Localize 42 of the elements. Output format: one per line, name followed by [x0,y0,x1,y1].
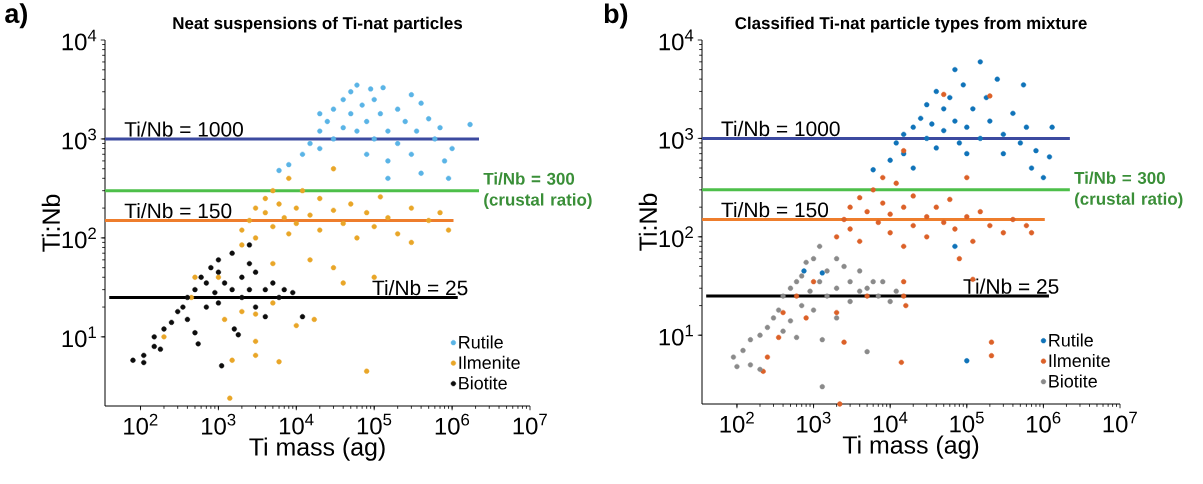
x-tick-label: 10$^{3}$ [797,411,831,433]
y-tick-label: 10$^{1}$ [659,324,693,346]
x-tick-label: 10$^{3}$ [202,413,236,435]
ref-line-label: Ti/Nb = 150 [124,202,232,219]
y-tick-label: 10$^{4}$ [62,29,97,51]
chart-title: Classified Ti-nat particle types from mixture [735,16,1087,33]
text: b) [604,3,628,29]
y-tick-label: 10$^{2}$ [659,226,693,248]
x-tick-label: 10$^{6}$ [1027,411,1061,433]
x-axis-title: Ti mass (ag) [842,435,979,459]
x-tick-label: 10$^{7}$ [1103,411,1137,433]
y-tick-label: 10$^{3}$ [62,128,97,150]
x-axis-title: Ti mass (ag) [249,437,385,461]
chart-title: Neat suspensions of Ti-nat particles [173,16,463,33]
ref-line-label: Ti/Nb = 25 [963,278,1059,294]
y-tick-label: 10$^{1}$ [62,326,96,348]
x-tick-label: 10$^{4}$ [279,413,314,435]
ref-line-label: Ti/Nb = 300 (crustal ratio) [483,172,592,210]
x-tick-label: 10$^{2}$ [720,411,754,433]
legend-label: Ilmenite [459,355,520,370]
y-axis-title: Ti:Nb [41,194,60,252]
ref-line-label: Ti/Nb = 300 (crustal ratio) [1074,171,1183,209]
ref-line-label: Ti/Nb = 150 [721,201,829,218]
text: a) [5,3,27,29]
legend-label: Ilmenite [1049,353,1110,368]
x-tick-label: 10$^{5}$ [950,411,984,433]
y-tick-label: 10$^{2}$ [62,227,96,249]
y-tick-label: 10$^{3}$ [659,127,694,149]
legend-label: Biotite [459,376,507,390]
y-axis-title: Ti:Nb [638,193,657,251]
x-tick-label: 10$^{4}$ [873,411,908,433]
x-tick-label: 10$^{7}$ [513,413,547,435]
ref-line-label: Ti/Nb = 25 [372,279,468,296]
legend-label: Rutile [459,335,503,349]
x-tick-label: 10$^{6}$ [435,413,470,435]
ref-line-label: Ti/Nb = 1000 [124,121,243,137]
legend-label: Rutile [1049,333,1093,347]
x-tick-label: 10$^{5}$ [357,413,392,435]
x-tick-label: 10$^{2}$ [124,413,158,435]
ref-line-label: Ti/Nb = 1000 [721,120,840,137]
legend-label: Biotite [1049,374,1097,388]
y-tick-label: 10$^{4}$ [659,29,694,51]
